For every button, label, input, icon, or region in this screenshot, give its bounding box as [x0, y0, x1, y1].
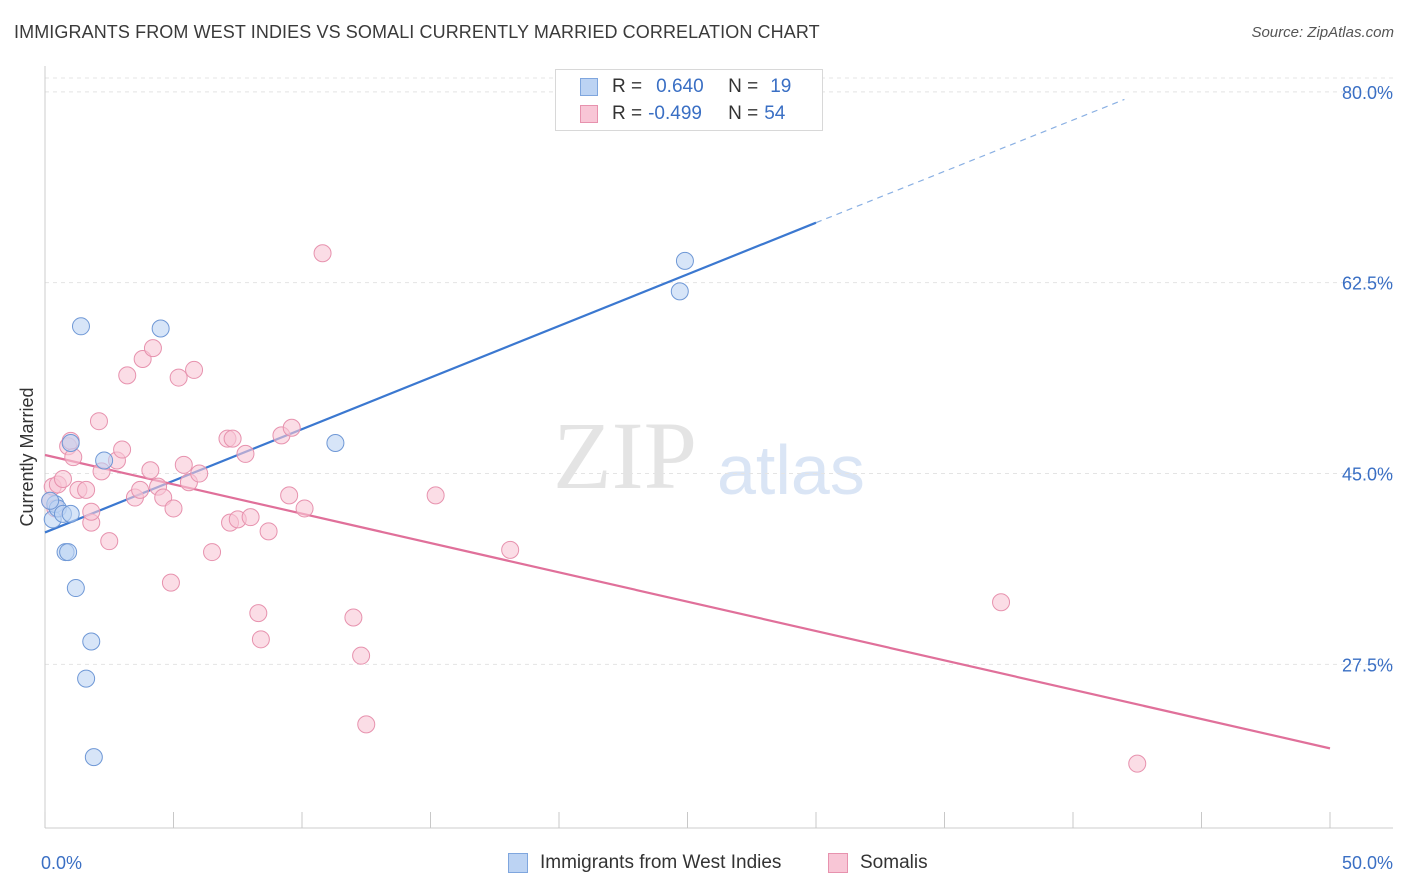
bottom-legend-somalis: Somalis	[828, 852, 928, 874]
point-somalis	[223, 429, 242, 448]
point-somalis	[174, 455, 193, 474]
x-tick-label-end: 50.0%	[1342, 853, 1393, 873]
point-somalis	[236, 444, 255, 463]
point-somalis	[241, 508, 260, 527]
axes	[44, 66, 1393, 829]
point-somalis	[282, 418, 301, 437]
y-axis-label: Currently Married	[17, 387, 37, 526]
point-somalis	[143, 339, 162, 358]
point-west-indies	[41, 491, 60, 510]
point-somalis	[77, 480, 96, 499]
point-somalis	[185, 360, 204, 379]
point-somalis	[161, 573, 180, 592]
legend-n-label: N =	[728, 76, 759, 97]
point-somalis	[164, 499, 183, 518]
bottom-legend-swatch-pink	[828, 853, 848, 873]
point-somalis	[344, 608, 363, 627]
legend-n-label: N =	[728, 103, 759, 124]
point-west-indies	[670, 282, 689, 301]
chart-title: IMMIGRANTS FROM WEST INDIES VS SOMALI CU…	[14, 22, 820, 42]
y-tick-label: 80.0%	[1342, 83, 1393, 103]
legend-swatch-pink	[580, 105, 598, 123]
point-somalis	[992, 593, 1011, 612]
legend-row-somalis: R = -0.499 N = 54	[580, 102, 785, 126]
point-somalis	[352, 646, 371, 665]
point-somalis	[501, 540, 520, 559]
bottom-legend-label-1: Immigrants from West Indies	[540, 852, 782, 873]
legend-r-label: R =	[612, 76, 643, 97]
point-somalis	[426, 486, 445, 505]
point-somalis	[203, 543, 222, 562]
point-somalis	[313, 244, 332, 263]
grid-lines	[45, 77, 1393, 665]
legend-n-value-1: 19	[770, 76, 792, 97]
point-somalis	[53, 469, 72, 488]
point-west-indies	[77, 669, 96, 688]
legend-n-value-2: 54	[764, 103, 786, 124]
point-somalis	[118, 366, 137, 385]
point-west-indies	[61, 434, 80, 453]
point-somalis	[1128, 754, 1147, 773]
trend-line-somalis	[44, 453, 1331, 750]
legend-swatch-blue	[580, 78, 598, 96]
point-somalis	[190, 464, 209, 483]
point-somalis	[141, 461, 160, 480]
bottom-legend-west-indies: Immigrants from West Indies	[508, 852, 781, 874]
legend-r-value-1: 0.640	[656, 76, 704, 97]
y-tick-label: 62.5%	[1342, 274, 1393, 294]
point-west-indies	[151, 319, 170, 338]
bottom-legend-swatch-blue	[508, 853, 528, 873]
data-points	[41, 244, 1147, 773]
point-west-indies	[66, 579, 85, 598]
point-west-indies	[71, 317, 90, 336]
trend-line-west-indies	[44, 221, 817, 534]
point-somalis	[169, 368, 188, 387]
point-west-indies	[326, 434, 345, 453]
point-somalis	[100, 532, 119, 551]
point-somalis	[259, 522, 278, 541]
x-tick-label-start: 0.0%	[41, 853, 82, 873]
trend-line-west-indies-extension	[815, 98, 1125, 224]
stats-legend: R = 0.640 N = 19 R = -0.499 N = 54	[555, 69, 823, 131]
chart-source: Source: ZipAtlas.com	[1251, 24, 1394, 41]
point-west-indies	[84, 748, 103, 767]
point-west-indies	[82, 632, 101, 651]
axis-labels: 27.5% 45.0% 62.5% 80.0% 0.0% 50.0% Currently M…	[17, 83, 1393, 873]
y-tick-label: 45.0%	[1342, 465, 1393, 485]
point-somalis	[131, 480, 150, 499]
legend-r-value-2: -0.499	[648, 103, 702, 124]
point-somalis	[249, 604, 268, 623]
point-somalis	[89, 412, 108, 431]
point-somalis	[113, 440, 132, 459]
watermark-atlas: atlas	[717, 431, 865, 509]
bottom-legend-label-2: Somalis	[860, 852, 928, 873]
point-somalis	[295, 499, 314, 518]
point-west-indies	[675, 251, 694, 270]
point-somalis	[357, 715, 376, 734]
point-west-indies	[61, 504, 80, 523]
legend-r-label: R =	[612, 103, 643, 124]
legend-row-west-indies: R = 0.640 N = 19	[580, 75, 791, 99]
bottom-legend: Immigrants from West Indies Somalis	[0, 852, 1406, 878]
point-somalis	[280, 486, 299, 505]
watermark-zip: ZIP	[553, 402, 697, 509]
point-west-indies	[59, 543, 78, 562]
point-west-indies	[95, 451, 114, 470]
point-somalis	[251, 630, 270, 649]
point-somalis	[82, 502, 101, 521]
y-tick-label: 27.5%	[1342, 655, 1393, 675]
trend-lines	[44, 98, 1331, 750]
